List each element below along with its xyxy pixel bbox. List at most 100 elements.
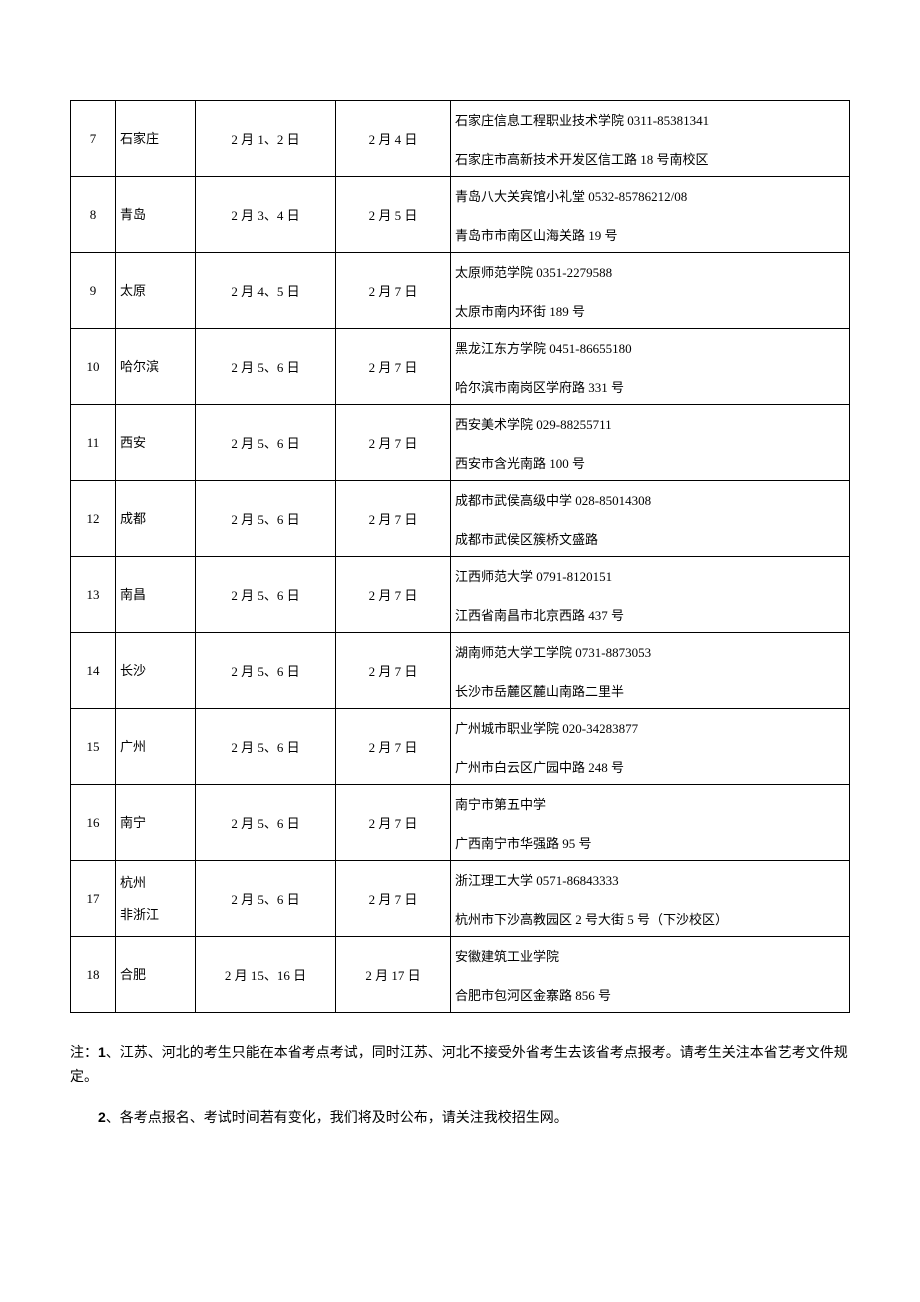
- venue-address: 合肥市包河区金寨路 856 号: [455, 985, 845, 1004]
- note-2-num: 2: [98, 1109, 106, 1125]
- venue-cell: 太原师范学院 0351-2279588 太原市南内环街 189 号: [451, 253, 850, 329]
- note-1-num: 1: [98, 1044, 106, 1060]
- venue-name-phone: 石家庄信息工程职业技术学院 0311-85381341: [455, 110, 845, 129]
- city-cell: 长沙: [116, 633, 196, 709]
- table-row: 13南昌2 月 5、6 日2 月 7 日江西师范大学 0791-8120151江…: [71, 557, 850, 633]
- exam-date: 2 月 7 日: [336, 785, 451, 861]
- venue-address: 青岛市市南区山海关路 19 号: [455, 225, 845, 244]
- city-cell: 杭州非浙江: [116, 861, 196, 937]
- table-row: 9太原2 月 4、5 日2 月 7 日太原师范学院 0351-2279588太原…: [71, 253, 850, 329]
- venue-name-phone: 太原师范学院 0351-2279588: [455, 262, 845, 281]
- exam-date: 2 月 17 日: [336, 937, 451, 1013]
- venue-name-phone: 安徽建筑工业学院: [455, 946, 845, 965]
- city-cell: 广州: [116, 709, 196, 785]
- exam-date: 2 月 5 日: [336, 177, 451, 253]
- registration-date: 2 月 5、6 日: [196, 861, 336, 937]
- row-number: 16: [71, 785, 116, 861]
- registration-date: 2 月 5、6 日: [196, 709, 336, 785]
- registration-date: 2 月 4、5 日: [196, 253, 336, 329]
- note-1: 注：1、江苏、河北的考生只能在本省考点考试，同时江苏、河北不接受外省考生去该省考…: [70, 1041, 850, 1090]
- exam-date: 2 月 7 日: [336, 861, 451, 937]
- row-number: 7: [71, 101, 116, 177]
- table-row: 16南宁2 月 5、6 日2 月 7 日南宁市第五中学广西南宁市华强路 95 号: [71, 785, 850, 861]
- venue-name-phone: 湖南师范大学工学院 0731-8873053: [455, 642, 845, 661]
- table-row: 15广州2 月 5、6 日2 月 7 日广州城市职业学院 020-3428387…: [71, 709, 850, 785]
- registration-date: 2 月 1、2 日: [196, 101, 336, 177]
- row-number: 11: [71, 405, 116, 481]
- venue-name-phone: 青岛八大关宾馆小礼堂 0532-85786212/08: [455, 186, 845, 205]
- venue-address: 太原市南内环街 189 号: [455, 301, 845, 320]
- city-cell: 成都: [116, 481, 196, 557]
- registration-date: 2 月 5、6 日: [196, 557, 336, 633]
- table-row: 12成都2 月 5、6 日2 月 7 日成都市武侯高级中学 028-850143…: [71, 481, 850, 557]
- row-number: 15: [71, 709, 116, 785]
- venue-cell: 青岛八大关宾馆小礼堂 0532-85786212/08 青岛市市南区山海关路 19…: [451, 177, 850, 253]
- note-2: 2、各考点报名、考试时间若有变化，我们将及时公布，请关注我校招生网。: [70, 1106, 850, 1131]
- venue-name-phone: 黑龙江东方学院 0451-86655180: [455, 338, 845, 357]
- exam-date: 2 月 7 日: [336, 481, 451, 557]
- city-cell: 南昌: [116, 557, 196, 633]
- venue-address: 广州市白云区广园中路 248 号: [455, 757, 845, 776]
- venue-name-phone: 成都市武侯高级中学 028-85014308: [455, 490, 845, 509]
- venue-cell: 成都市武侯高级中学 028-85014308 成都市武侯区簇桥文盛路: [451, 481, 850, 557]
- row-number: 10: [71, 329, 116, 405]
- registration-date: 2 月 5、6 日: [196, 329, 336, 405]
- registration-date: 2 月 5、6 日: [196, 785, 336, 861]
- venue-name-phone: 南宁市第五中学: [455, 794, 845, 813]
- row-number: 17: [71, 861, 116, 937]
- venue-cell: 江西师范大学 0791-8120151 江西省南昌市北京西路 437 号: [451, 557, 850, 633]
- exam-schedule-table: 7石家庄2 月 1、2 日2 月 4 日石家庄信息工程职业技术学院 0311-8…: [70, 100, 850, 1013]
- table-row: 17杭州非浙江2 月 5、6 日2 月 7 日浙江理工大学 0571-86843…: [71, 861, 850, 937]
- venue-address: 成都市武侯区簇桥文盛路: [455, 529, 845, 548]
- row-number: 18: [71, 937, 116, 1013]
- exam-date: 2 月 4 日: [336, 101, 451, 177]
- registration-date: 2 月 5、6 日: [196, 633, 336, 709]
- table-body: 7石家庄2 月 1、2 日2 月 4 日石家庄信息工程职业技术学院 0311-8…: [71, 101, 850, 1013]
- registration-date: 2 月 5、6 日: [196, 481, 336, 557]
- venue-address: 石家庄市高新技术开发区信工路 18 号南校区: [455, 149, 845, 168]
- venue-cell: 浙江理工大学 0571-86843333 杭州市下沙高教园区 2 号大街 5 号（…: [451, 861, 850, 937]
- row-number: 8: [71, 177, 116, 253]
- table-row: 18合肥2 月 15、16 日2 月 17 日安徽建筑工业学院合肥市包河区金寨路…: [71, 937, 850, 1013]
- city-cell: 合肥: [116, 937, 196, 1013]
- venue-cell: 黑龙江东方学院 0451-86655180哈尔滨市南岗区学府路 331 号: [451, 329, 850, 405]
- venue-address: 长沙市岳麓区麓山南路二里半: [455, 681, 845, 700]
- row-number: 13: [71, 557, 116, 633]
- venue-cell: 西安美术学院 029-88255711 西安市含光南路 100 号: [451, 405, 850, 481]
- venue-cell: 湖南师范大学工学院 0731-8873053 长沙市岳麓区麓山南路二里半: [451, 633, 850, 709]
- notes-section: 注：1、江苏、河北的考生只能在本省考点考试，同时江苏、河北不接受外省考生去该省考…: [70, 1041, 850, 1130]
- venue-address: 广西南宁市华强路 95 号: [455, 833, 845, 852]
- row-number: 9: [71, 253, 116, 329]
- exam-date: 2 月 7 日: [336, 709, 451, 785]
- venue-name-phone: 西安美术学院 029-88255711: [455, 414, 845, 433]
- note-1-text: 、江苏、河北的考生只能在本省考点考试，同时江苏、河北不接受外省考生去该省考点报考…: [70, 1046, 848, 1085]
- venue-cell: 南宁市第五中学广西南宁市华强路 95 号: [451, 785, 850, 861]
- table-row: 8青岛2 月 3、4 日2 月 5 日青岛八大关宾馆小礼堂 0532-85786…: [71, 177, 850, 253]
- exam-date: 2 月 7 日: [336, 253, 451, 329]
- venue-cell: 石家庄信息工程职业技术学院 0311-85381341 石家庄市高新技术开发区信工…: [451, 101, 850, 177]
- exam-date: 2 月 7 日: [336, 329, 451, 405]
- venue-cell: 广州城市职业学院 020-34283877 广州市白云区广园中路 248 号: [451, 709, 850, 785]
- city-cell: 南宁: [116, 785, 196, 861]
- city-cell: 青岛: [116, 177, 196, 253]
- city-cell: 西安: [116, 405, 196, 481]
- row-number: 14: [71, 633, 116, 709]
- venue-address: 西安市含光南路 100 号: [455, 453, 845, 472]
- registration-date: 2 月 3、4 日: [196, 177, 336, 253]
- exam-date: 2 月 7 日: [336, 633, 451, 709]
- notes-label: 注：: [70, 1044, 98, 1060]
- registration-date: 2 月 15、16 日: [196, 937, 336, 1013]
- venue-address: 杭州市下沙高教园区 2 号大街 5 号（下沙校区）: [455, 909, 845, 928]
- city-cell: 石家庄: [116, 101, 196, 177]
- venue-address: 江西省南昌市北京西路 437 号: [455, 605, 845, 624]
- table-row: 7石家庄2 月 1、2 日2 月 4 日石家庄信息工程职业技术学院 0311-8…: [71, 101, 850, 177]
- venue-name-phone: 江西师范大学 0791-8120151: [455, 566, 845, 585]
- venue-name-phone: 浙江理工大学 0571-86843333: [455, 870, 845, 889]
- table-row: 14长沙2 月 5、6 日2 月 7 日湖南师范大学工学院 0731-88730…: [71, 633, 850, 709]
- registration-date: 2 月 5、6 日: [196, 405, 336, 481]
- venue-name-phone: 广州城市职业学院 020-34283877: [455, 718, 845, 737]
- city-cell: 哈尔滨: [116, 329, 196, 405]
- city-cell: 太原: [116, 253, 196, 329]
- exam-date: 2 月 7 日: [336, 557, 451, 633]
- row-number: 12: [71, 481, 116, 557]
